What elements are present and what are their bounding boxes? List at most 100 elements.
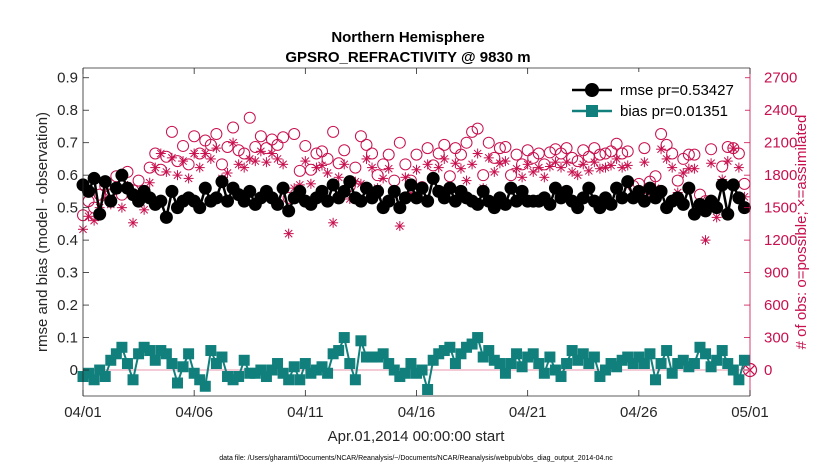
obs-assimilated-stroke (329, 218, 338, 227)
y2-tick-label: 2100 (764, 135, 797, 152)
rmse-point (593, 201, 607, 215)
obs-assimilated-point (433, 162, 444, 173)
rmse-point (398, 191, 412, 205)
bias-point (338, 332, 350, 344)
rmse-point (543, 197, 557, 211)
rmse-point (654, 184, 668, 198)
obs-assimilated-stroke (284, 229, 293, 238)
bias-point (333, 345, 345, 357)
bias-point (449, 358, 461, 370)
bias-point (205, 345, 217, 357)
rmse-point (354, 194, 368, 208)
bias-point (244, 367, 256, 379)
rmse-point (115, 168, 129, 182)
obs-assimilated-stroke (568, 167, 577, 176)
rmse-point (215, 175, 229, 189)
bias-point (477, 351, 489, 363)
obs-assimilated-point (166, 152, 177, 163)
rmse-point (276, 181, 290, 195)
y-tick-label: 0.8 (57, 102, 78, 119)
obs-possible-point (432, 147, 445, 160)
bias-point (494, 358, 506, 370)
obs-possible-point (666, 147, 679, 160)
obs-assimilated-point (689, 163, 700, 174)
obs-possible-point (716, 160, 729, 173)
rmse-point (421, 194, 435, 208)
obs-assimilated-stroke (251, 157, 260, 166)
rmse-point (198, 181, 212, 195)
y2-tick-label: 300 (764, 330, 789, 347)
bias-point (266, 364, 278, 376)
obs-assimilated-stroke (368, 163, 376, 172)
bias-point (544, 351, 556, 363)
obs-assimilated-stroke (640, 158, 649, 167)
obs-assimilated-point (533, 162, 544, 173)
obs-possible-point (655, 128, 668, 141)
obs-assimilated-point (461, 175, 472, 186)
obs-assimilated-point (611, 153, 622, 164)
obs-assimilated-stroke (301, 157, 310, 166)
x-axis-label: Apr.01,2014 00:00:00 start (328, 428, 506, 445)
obs-possible-point (421, 142, 434, 155)
bias-point (622, 351, 634, 363)
obs-assimilated-point (578, 159, 589, 170)
obs-assimilated-point (606, 160, 617, 171)
obs-possible-point (638, 142, 651, 155)
y2-tick-label: 0 (764, 362, 772, 379)
obs-assimilated-point (189, 148, 200, 159)
obs-assimilated-stroke (384, 164, 393, 173)
obs-assimilated-point (661, 153, 672, 164)
bias-point (538, 367, 550, 379)
obs-assimilated-point (500, 156, 511, 167)
bias-point (127, 374, 139, 386)
bias-point (105, 354, 117, 366)
obs-possible-point (682, 148, 695, 161)
bias-point (121, 358, 133, 370)
obs-assimilated-stroke (573, 171, 582, 180)
x-tick-label: 04/21 (509, 404, 547, 421)
obs-assimilated-point (561, 157, 572, 168)
y2-tick-label: 900 (764, 265, 789, 282)
x-tick-label: 04/11 (287, 404, 323, 421)
bias-point (472, 332, 484, 344)
obs-assimilated-point (172, 170, 183, 181)
rmse-point (676, 197, 690, 211)
obs-assimilated-point (472, 148, 483, 159)
rmse-point (637, 194, 651, 208)
rmse-point (326, 178, 340, 192)
bias-point (233, 371, 245, 383)
y-tick-label: 0 (70, 362, 78, 379)
obs-assimilated-stroke (512, 164, 521, 173)
obs-assimilated-point (656, 144, 667, 155)
bias-point (705, 361, 717, 373)
bias-point (294, 374, 306, 386)
obs-possible-point (254, 130, 267, 143)
obs-assimilated-stroke (167, 153, 176, 162)
bias-point (210, 358, 222, 370)
obs-assimilated-point (539, 172, 550, 183)
obs-assimilated-point (311, 162, 322, 173)
y-tick-label: 0.2 (57, 297, 78, 314)
bias-point (688, 358, 700, 370)
bias-point (561, 358, 573, 370)
obs-assimilated-stroke (184, 174, 193, 183)
obs-assimilated-stroke (668, 163, 677, 172)
bias-point (549, 364, 561, 376)
obs-assimilated-point (517, 172, 528, 183)
rmse-point (109, 181, 123, 195)
obs-possible-point (671, 174, 684, 187)
rmse-point (154, 194, 168, 208)
y2-tick-label: 1800 (764, 167, 797, 184)
obs-assimilated-stroke (734, 163, 743, 172)
rmse-point (687, 207, 701, 221)
obs-assimilated-stroke (412, 165, 421, 174)
bias-point (171, 377, 183, 389)
rmse-point (404, 178, 418, 192)
obs-assimilated-stroke (662, 154, 671, 163)
obs-assimilated-point (583, 165, 594, 176)
obs-assimilated-point (422, 159, 433, 170)
bias-point (394, 371, 406, 383)
bias-point (616, 354, 628, 366)
obs-possible-point (610, 137, 623, 150)
